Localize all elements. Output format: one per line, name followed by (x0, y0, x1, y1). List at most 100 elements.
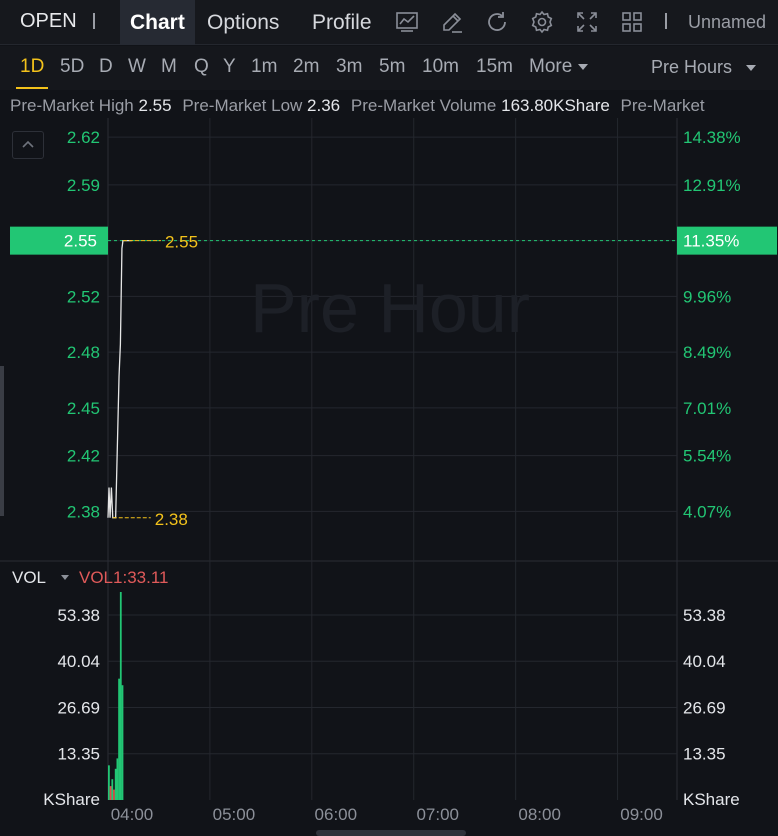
percent-tick-label: 9.96% (683, 287, 731, 306)
price-tick-label: 2.59 (67, 176, 100, 195)
time-tick-label: 09:00 (620, 805, 663, 824)
volume-tick-label-right: 40.04 (683, 652, 726, 671)
session-label: Pre Hours (651, 57, 733, 77)
interval-15m[interactable]: 15m (476, 56, 513, 77)
price-tick-label: 2.48 (67, 343, 100, 362)
volume-bar (109, 786, 112, 800)
low-marker-label: 2.38 (155, 510, 188, 529)
volume-tick-label: 40.04 (57, 652, 100, 671)
price-axes: 2.62 14.38% 2.59 12.91% 2.55 11.35% 2.52 9.96% 2… (10, 128, 777, 824)
price-tick-label: 2.42 (67, 447, 100, 466)
caret-down-icon (578, 63, 589, 70)
time-tick-label: 07:00 (416, 805, 459, 824)
interval-y[interactable]: Y (223, 56, 236, 77)
more-label: More (529, 56, 573, 77)
percent-tick-label: 5.54% (683, 447, 731, 466)
stat-volume-value: 163.80KShare (501, 96, 610, 115)
volume-pane: VOL VOL1:33.11 53.38 53.38 40.04 40.04 26.69 26… (12, 568, 740, 809)
watermark-text: Pre Hour (250, 269, 530, 347)
volume-bar (118, 678, 120, 800)
tab-chart[interactable]: Chart (120, 0, 195, 45)
stat-high-value: 2.55 (138, 96, 172, 115)
volume-bar (113, 789, 115, 800)
price-chart[interactable]: Pre Hour 2.552.38 2.62 14.38%2.59 12.91%2.… (0, 118, 778, 836)
side-panel-handle[interactable] (0, 366, 4, 516)
tab-options[interactable]: Options (207, 11, 280, 34)
volume-tick-label-right: 13.35 (683, 745, 726, 764)
volume-bar (114, 768, 117, 800)
volume-tick-label-right: 53.38 (683, 606, 726, 625)
more-intervals-dropdown[interactable]: More (529, 56, 589, 78)
price-tick-label: 2.45 (67, 399, 100, 418)
interval-1d[interactable]: 1D (20, 56, 45, 77)
price-line (107, 239, 132, 519)
volume-indicator-label: VOL (12, 568, 46, 587)
volume-bar (111, 779, 114, 800)
stat-trailing-label: Pre-Market (620, 96, 705, 115)
interval-q[interactable]: Q (194, 56, 209, 77)
high-marker-label: 2.55 (165, 233, 198, 252)
collapse-stats-button[interactable] (12, 131, 44, 159)
caret-down-icon (61, 575, 69, 580)
ticker-symbol[interactable]: OPEN (20, 10, 77, 32)
header-bar: OPEN Chart Options Profile Unnamed (0, 0, 778, 45)
percent-tick-label: 12.91% (683, 176, 741, 195)
interval-d[interactable]: D (99, 56, 113, 77)
volume-unit-label: KShare (43, 790, 100, 809)
percent-tick-label: 7.01% (683, 399, 731, 418)
interval-bar: 1D 5D D W M Q Y 1m 2m 3m 5m 10m 15m More… (0, 46, 778, 90)
interval-m[interactable]: M (161, 56, 177, 77)
divider (93, 13, 95, 29)
stat-low-label: Pre-Market Low (182, 96, 303, 115)
interval-w[interactable]: W (128, 56, 146, 77)
stat-high-label: Pre-Market High (10, 96, 134, 115)
volume-value-label: VOL1:33.11 (79, 568, 168, 587)
refresh-icon[interactable] (485, 10, 509, 34)
fullscreen-expand-icon[interactable] (575, 10, 599, 34)
caret-down-icon (746, 65, 757, 72)
volume-bar (119, 592, 122, 800)
session-dropdown[interactable]: Pre Hours (651, 57, 757, 78)
current-price-label: 2.55 (64, 232, 97, 251)
stat-low-value: 2.36 (307, 96, 341, 115)
volume-unit-label-right: KShare (683, 790, 740, 809)
price-tick-label: 2.52 (67, 287, 100, 306)
time-tick-label: 08:00 (518, 805, 561, 824)
volume-bar (116, 758, 119, 800)
chevron-up-icon (22, 140, 34, 148)
volume-tick-label: 26.69 (57, 698, 100, 717)
stat-volume-label: Pre-Market Volume (350, 96, 497, 115)
draw-pen-icon[interactable] (440, 10, 464, 34)
current-percent-badge (677, 226, 777, 255)
time-tick-label: 04:00 (111, 805, 154, 824)
volume-tick-label-right: 26.69 (683, 698, 726, 717)
volume-tick-label: 53.38 (57, 606, 100, 625)
interval-10m[interactable]: 10m (422, 56, 459, 77)
active-interval-indicator (16, 87, 48, 89)
percent-tick-label: 8.49% (683, 343, 731, 362)
price-tick-label: 2.62 (67, 128, 100, 147)
layout-grid-icon[interactable] (620, 10, 644, 34)
interval-1m[interactable]: 1m (251, 56, 278, 77)
interval-2m[interactable]: 2m (293, 56, 320, 77)
volume-tick-label: 13.35 (57, 745, 100, 764)
time-tick-label: 05:00 (213, 805, 256, 824)
current-percent-label: 11.35% (683, 232, 739, 251)
interval-5m[interactable]: 5m (379, 56, 406, 77)
horizontal-scroll-thumb[interactable] (316, 830, 466, 836)
interval-3m[interactable]: 3m (336, 56, 363, 77)
percent-tick-label: 14.38% (683, 128, 741, 147)
price-line-layer: 2.55 2.38 (107, 233, 677, 529)
chart-indicator-icon[interactable] (395, 10, 419, 34)
current-price-badge (10, 226, 108, 255)
price-tick-label: 2.38 (67, 502, 100, 521)
settings-gear-icon[interactable] (530, 10, 554, 34)
percent-tick-label: 4.07% (683, 502, 731, 521)
volume-bar (108, 765, 110, 800)
tab-profile[interactable]: Profile (312, 11, 372, 34)
interval-5d[interactable]: 5D (60, 56, 85, 77)
time-tick-label: 06:00 (315, 805, 358, 824)
pre-market-stats: Pre-Market High 2.55 Pre-Market Low 2.36… (10, 96, 705, 116)
layout-name[interactable]: Unnamed (688, 12, 767, 32)
volume-bar (121, 685, 124, 800)
